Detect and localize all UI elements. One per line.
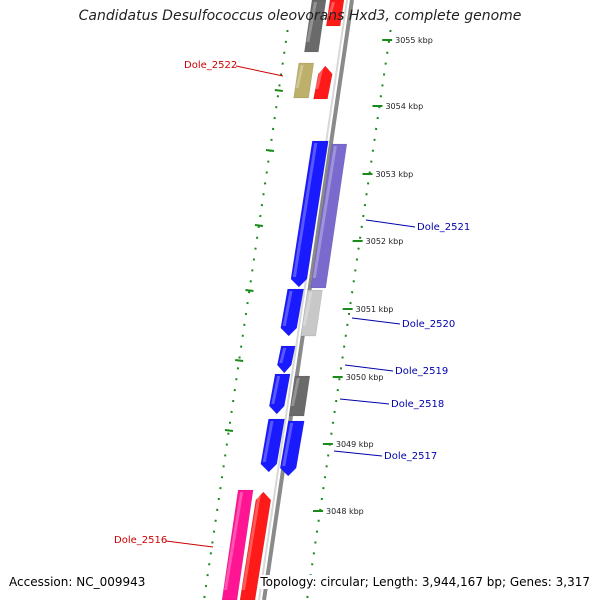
ring-dash-left-2 — [254, 224, 264, 227]
gene-block-dole-2516-pink-shine — [224, 492, 244, 590]
gene-block-dole-2518-blue[interactable] — [269, 373, 291, 415]
gene-block-dole-2520-blue[interactable] — [280, 288, 304, 337]
gene-label-1[interactable]: Dole_2521 — [417, 222, 470, 233]
tick-label-6: 3049 kbp — [336, 440, 374, 449]
gene-block-dole-2517-blue-a-shine — [262, 421, 274, 462]
gene-block-dole-2518-grey[interactable] — [288, 375, 311, 417]
gene-block-top-grey-shine — [306, 2, 317, 42]
gene-label-5[interactable]: Dole_2517 — [384, 451, 437, 462]
gene-block-dole-2516-red[interactable] — [239, 491, 272, 600]
tick-label-4: 3051 kbp — [356, 305, 394, 314]
leader-line-3 — [344, 364, 394, 372]
gene-block-dole-2521-blue-shine — [292, 143, 318, 277]
ring-dash-left-0 — [274, 89, 283, 92]
accession-label: Accession: NC_009943 — [9, 575, 146, 589]
leader-line-1 — [365, 219, 416, 228]
tick-label-5: 3050 kbp — [346, 373, 384, 382]
gene-block-dole-2520-grey-shine — [302, 292, 313, 326]
gene-block-dole-2519-blue-shine — [279, 348, 287, 363]
gene-block-dole-2521-purple-shine — [312, 146, 337, 278]
gene-block-dole-2516-red-shine — [242, 494, 261, 590]
backbone-highlight — [258, 0, 348, 600]
gene-block-dole-2517-blue-b[interactable] — [279, 420, 305, 477]
gene-block-dole-2521-purple[interactable] — [310, 143, 348, 289]
gene-label-0[interactable]: Dole_2522 — [184, 60, 237, 71]
leader-line-0 — [235, 65, 284, 77]
gene-block-dole-2522-red-shine — [315, 68, 324, 89]
tick-label-0: 3055 kbp — [395, 36, 433, 45]
leader-line-5 — [333, 450, 383, 457]
gene-block-dole-2522-khaki[interactable] — [293, 62, 315, 99]
gene-block-dole-2519-blue[interactable] — [277, 345, 296, 374]
gene-block-dole-2522-red[interactable] — [313, 65, 333, 100]
gene-block-dole-2518-grey-shine — [290, 378, 300, 406]
gene-block-dole-2517-blue-a[interactable] — [260, 418, 285, 473]
tick-label-3: 3052 kbp — [366, 237, 404, 246]
ring-dash-left-1 — [265, 149, 275, 152]
ring-dash-left-3 — [245, 289, 254, 292]
gene-block-dole-2516-pink[interactable] — [221, 489, 254, 600]
gene-block-top-red-shine — [328, 2, 335, 16]
gene-block-dole-2518-blue-shine — [271, 376, 281, 404]
ring-dash-left-4 — [235, 359, 244, 362]
gene-block-dole-2517-blue-b-shine — [282, 423, 294, 466]
leader-line-6 — [165, 540, 214, 548]
gene-label-2[interactable]: Dole_2520 — [402, 319, 455, 330]
gene-label-6[interactable]: Dole_2516 — [114, 535, 167, 546]
gene-label-4[interactable]: Dole_2518 — [391, 399, 444, 410]
gene-block-top-red[interactable] — [325, 0, 345, 27]
tick-label-2: 3053 kbp — [375, 170, 413, 179]
leader-line-2 — [351, 317, 401, 325]
gene-block-dole-2522-khaki-shine — [295, 65, 304, 88]
leader-line-4 — [339, 398, 390, 405]
ring-dash-left-5 — [224, 429, 234, 432]
gene-block-dole-2521-blue[interactable] — [290, 140, 329, 288]
gene-block-top-grey[interactable] — [304, 0, 327, 53]
map-title: Candidatus Desulfococcus oleovorans Hxd3… — [78, 8, 522, 24]
gene-label-3[interactable]: Dole_2519 — [395, 366, 448, 377]
genome-summary: Topology: circular; Length: 3,944,167 bp… — [260, 575, 590, 589]
gene-block-dole-2520-grey[interactable] — [300, 289, 323, 337]
gene-block-dole-2520-blue-shine — [282, 291, 293, 326]
tick-label-1: 3054 kbp — [385, 102, 423, 111]
tick-label-7: 3048 kbp — [326, 507, 364, 516]
